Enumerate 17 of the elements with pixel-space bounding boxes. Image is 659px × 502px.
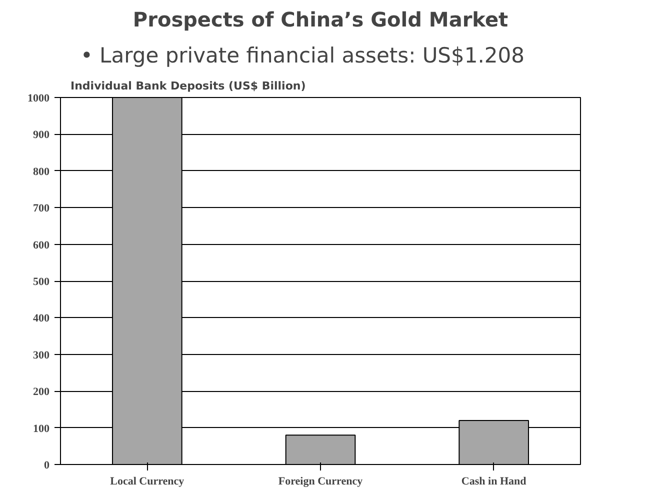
- y-tick-label: 600: [33, 239, 50, 252]
- y-tick-label: 200: [33, 386, 50, 398]
- y-tick-label: 0: [44, 460, 50, 472]
- y-tick-label: 400: [33, 312, 50, 325]
- y-tick-label: 100: [33, 422, 50, 435]
- x-tick-label: Foreign Currency: [278, 476, 364, 488]
- y-tick-label: 800: [33, 166, 50, 178]
- y-tick-label: 700: [33, 202, 50, 215]
- chart-subtitle: • Large private financial assets: US$1.208: [80, 44, 524, 68]
- y-tick-label: 1000: [28, 92, 50, 104]
- x-tick-label: Local Currency: [110, 476, 185, 488]
- y-tick-label: 900: [33, 129, 50, 142]
- text: Individual Bank Deposits (US$ Billion): [70, 80, 306, 92]
- y-tick-label: 300: [33, 349, 50, 362]
- y-tick-label: 500: [33, 276, 50, 288]
- chart-title: Prospects of China’s Gold Market: [132, 8, 509, 32]
- x-tick-label: Cash in Hand: [461, 476, 526, 488]
